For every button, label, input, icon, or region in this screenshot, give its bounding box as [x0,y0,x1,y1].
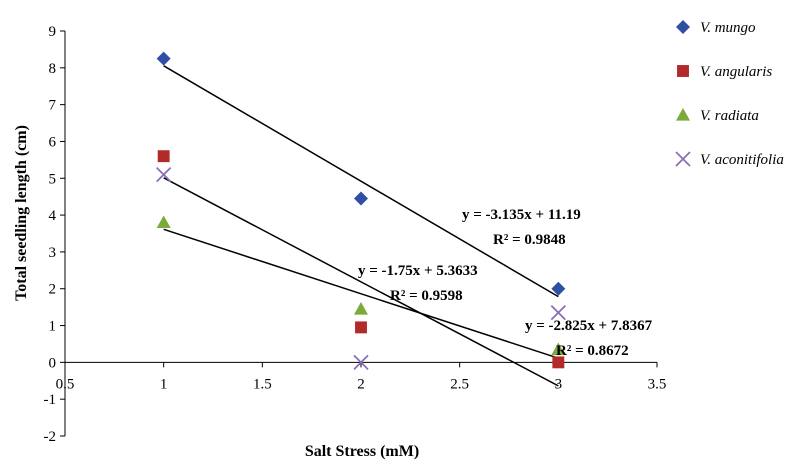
y-tick-label: 3 [49,245,57,261]
legend-label: V. mungo [700,20,756,36]
data-point-x [550,305,566,321]
y-tick-label: -2 [44,429,57,445]
trendline [163,228,559,359]
data-point-x-stroke [675,151,691,167]
y-tick-label: 7 [49,98,57,114]
legend-item: V. angularis [677,64,772,80]
axes: -2 -1 0 1 2 3 4 5 6 7 8 9 0.5 1 1.5 2 2.5 3 3.5 [44,24,667,445]
y-tick-label: 2 [49,282,57,298]
legend-item: V. radiata [676,108,759,124]
y-tick-label: 6 [49,134,57,150]
trendline [163,177,559,387]
data-point-square [355,321,367,334]
data-point-diamond [156,51,171,66]
y-tick-label: 1 [49,319,57,335]
x-tick-label: 3 [555,376,563,392]
y-tick-label: 9 [49,24,57,40]
data-point-square [157,150,170,163]
data-point-triangle [676,108,690,121]
y-tick-label: 0 [49,355,57,371]
legend-item: V. mungo [676,20,756,36]
data-point-triangle [354,301,368,315]
trendline-r2: R² = 0.8672 [556,343,629,359]
data-points [156,51,566,371]
trendline-equation: y = -1.75x + 5.3633 [358,263,478,279]
trendline-equation: y = -2.825x + 7.8367 [525,318,653,334]
x-tick-label: 1.5 [253,376,272,392]
trendline-r2: R² = 0.9598 [390,288,463,304]
data-point-x-stroke [550,305,566,321]
data-point-x-stroke [353,354,369,371]
equation-labels: y = -3.135x + 11.19 R² = 0.9848 y = -2.825… [358,207,653,359]
legend-label: V. radiata [700,108,759,124]
x-tick-label: 2 [357,376,365,392]
legend-label: V. angularis [700,64,772,80]
x-tick-label: 0.5 [56,376,75,392]
x-tick-label: 1 [160,376,168,392]
data-point-diamond [551,281,566,296]
x-tick-label: 3.5 [648,376,667,392]
trendlines [163,65,559,387]
legend-label: V. aconitifolia [700,152,784,168]
trendline-r2: R² = 0.9848 [493,232,566,248]
y-axis-title: Total seedling length (cm) [13,125,30,301]
trendline [163,65,559,298]
legend: V. mungo V. angularis V. radiata V. aconiti… [675,20,784,168]
y-tick-label: 8 [49,61,57,77]
data-point-square [552,356,565,369]
data-point-diamond [676,20,690,34]
data-point-x-stroke [156,166,172,183]
y-tick-label: 4 [49,208,57,224]
data-point-x [675,151,691,167]
x-tick-label: 2.5 [450,376,469,392]
data-point-x [353,354,369,371]
data-point-triangle [551,342,566,356]
y-tick-label: 5 [49,171,57,187]
x-axis-title: Salt Stress (mM) [305,443,419,460]
data-point-triangle [156,215,171,229]
trendline-equation: y = -3.135x + 11.19 [462,207,581,223]
y-tick-label: -1 [44,392,57,408]
data-point-diamond [354,191,368,206]
data-point-x [156,166,172,183]
data-point-square [677,65,689,77]
legend-item: V. aconitifolia [675,151,784,168]
